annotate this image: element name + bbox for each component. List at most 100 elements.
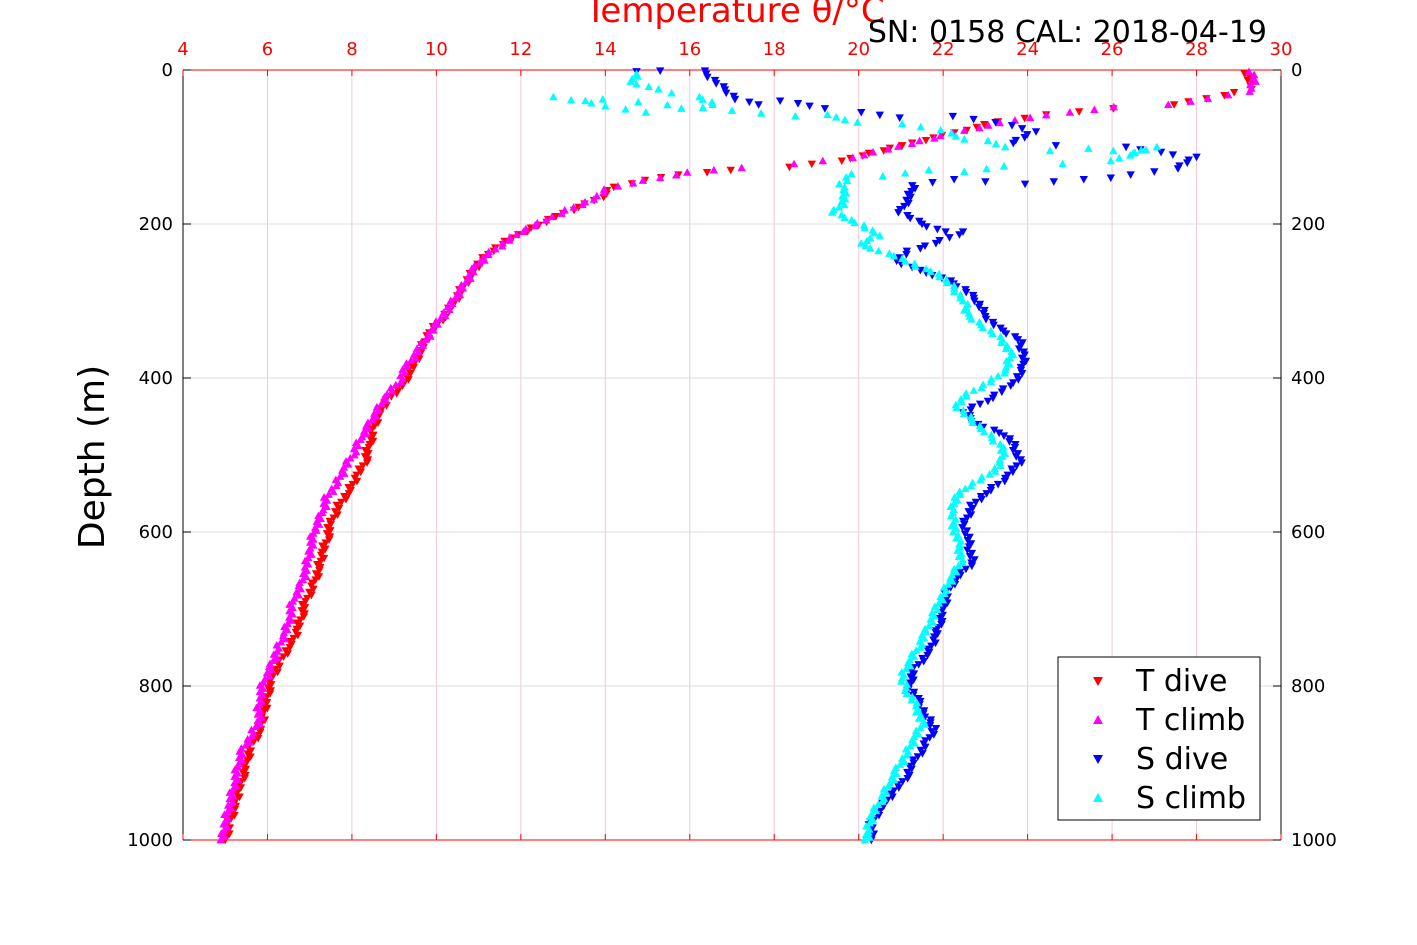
data-point <box>1025 113 1035 122</box>
data-point <box>634 97 643 106</box>
data-point <box>930 134 939 142</box>
data-point <box>255 719 265 728</box>
data-point <box>283 650 292 658</box>
data-point <box>960 167 969 175</box>
data-point <box>587 98 596 107</box>
data-point <box>672 170 681 179</box>
data-point <box>881 788 891 796</box>
data-point <box>907 765 916 774</box>
data-point <box>966 406 976 414</box>
data-point <box>1115 153 1124 162</box>
data-point <box>745 98 754 107</box>
data-point <box>983 136 993 145</box>
data-point <box>840 200 849 209</box>
x-tick-label: 14 <box>594 39 617 60</box>
data-point <box>967 562 977 571</box>
data-point <box>1152 142 1162 151</box>
legend-marker <box>1093 677 1103 686</box>
data-point <box>968 418 977 427</box>
data-point <box>356 468 365 477</box>
x-tick-label: 30 <box>1270 39 1293 60</box>
data-point <box>1251 77 1260 85</box>
data-point <box>926 267 935 275</box>
data-point <box>381 396 391 404</box>
data-point <box>445 305 454 313</box>
data-point <box>228 797 237 806</box>
data-point <box>294 590 303 599</box>
data-point <box>921 743 930 752</box>
legend-label-s-dive: S dive <box>1136 742 1228 777</box>
data-point <box>936 125 945 134</box>
data-point <box>923 651 932 660</box>
data-point <box>974 303 984 312</box>
data-point <box>960 530 970 539</box>
data-point <box>978 323 988 332</box>
data-point <box>293 631 303 640</box>
y-tick-label-left: 400 <box>139 368 173 389</box>
data-point <box>1008 468 1018 477</box>
data-point <box>333 511 342 519</box>
data-point <box>1009 447 1018 455</box>
serial-calibration-label: SN: 0158 CAL: 2018-04-19 <box>868 15 1267 50</box>
data-point <box>903 775 912 783</box>
data-point <box>404 376 413 384</box>
data-point <box>730 95 740 104</box>
data-point <box>976 475 985 484</box>
data-point <box>962 392 971 400</box>
data-point <box>968 504 977 513</box>
data-point <box>484 250 493 259</box>
y-tick-label-left: 200 <box>139 214 173 235</box>
data-point <box>400 368 409 376</box>
data-point <box>847 169 856 178</box>
data-point <box>241 741 250 749</box>
data-point <box>860 223 869 232</box>
data-point <box>387 386 397 395</box>
data-point <box>280 634 290 643</box>
data-point <box>963 546 972 555</box>
data-point <box>982 490 991 498</box>
data-point <box>962 514 972 523</box>
data-point <box>505 236 514 244</box>
data-point <box>566 95 576 104</box>
data-point <box>874 246 883 255</box>
x-tick-label: 28 <box>1185 39 1208 60</box>
data-point <box>966 511 976 519</box>
data-point <box>991 467 1000 475</box>
data-point <box>1109 146 1118 155</box>
data-point <box>285 644 295 652</box>
data-point <box>889 251 899 260</box>
data-point <box>448 299 457 308</box>
legend-marker <box>1093 793 1103 802</box>
data-point <box>879 147 888 155</box>
data-point <box>981 178 990 186</box>
data-point <box>982 164 991 173</box>
legend-box <box>1057 656 1261 821</box>
data-point <box>931 639 940 648</box>
data-point <box>491 244 500 253</box>
data-point <box>967 315 976 323</box>
data-point <box>954 552 963 560</box>
data-point <box>900 757 909 765</box>
data-point <box>934 599 944 607</box>
data-point <box>641 108 651 116</box>
data-point <box>906 214 915 223</box>
data-point <box>1014 376 1023 384</box>
data-point <box>910 738 919 747</box>
data-point <box>989 321 998 330</box>
data-point <box>1017 125 1027 133</box>
data-point <box>426 332 435 340</box>
data-point <box>946 511 956 520</box>
data-point <box>1203 94 1213 102</box>
data-point <box>957 397 966 406</box>
data-point <box>737 163 746 172</box>
data-point <box>334 504 344 513</box>
data-point <box>1001 142 1010 151</box>
data-point <box>919 658 928 666</box>
data-point <box>628 178 638 187</box>
data-point <box>406 356 416 364</box>
data-point <box>315 520 324 528</box>
data-point <box>930 611 939 620</box>
data-point <box>344 490 354 498</box>
data-point <box>1192 153 1201 162</box>
data-point <box>986 377 996 386</box>
